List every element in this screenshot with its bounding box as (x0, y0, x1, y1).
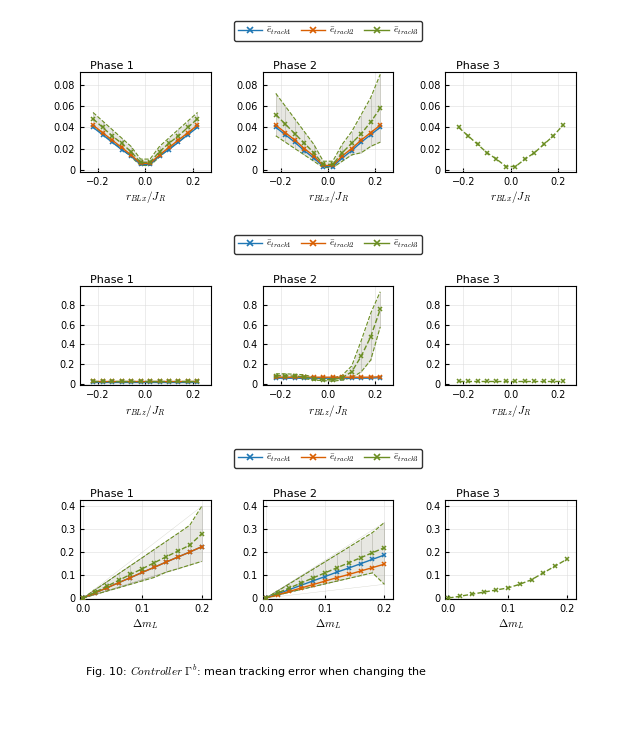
X-axis label: $r_{BLz}/J_R$: $r_{BLz}/J_R$ (125, 403, 165, 419)
X-axis label: $\Delta m_L$: $\Delta m_L$ (315, 617, 341, 630)
Text: Phase 1: Phase 1 (90, 62, 134, 71)
Text: Phase 1: Phase 1 (90, 275, 134, 285)
X-axis label: $r_{BLx}/J_R$: $r_{BLx}/J_R$ (308, 189, 348, 205)
X-axis label: $r_{BLz}/J_R$: $r_{BLz}/J_R$ (491, 403, 531, 419)
Text: Phase 3: Phase 3 (456, 489, 500, 499)
Text: Phase 3: Phase 3 (456, 62, 500, 71)
X-axis label: $r_{BLz}/J_R$: $r_{BLz}/J_R$ (308, 403, 348, 419)
X-axis label: $\Delta m_L$: $\Delta m_L$ (132, 617, 158, 630)
Legend: $\bar{e}_{track1}$, $\bar{e}_{track2}$, $\bar{e}_{track3}$: $\bar{e}_{track1}$, $\bar{e}_{track2}$, … (234, 235, 422, 254)
X-axis label: $\Delta m_L$: $\Delta m_L$ (498, 617, 524, 630)
Text: Phase 2: Phase 2 (273, 489, 317, 499)
Text: Phase 2: Phase 2 (273, 62, 317, 71)
Text: Fig. 10: $\mathit{Controller}$ $\Gamma^b$: mean tracking error when changing the: Fig. 10: $\mathit{Controller}$ $\Gamma^b… (85, 664, 427, 680)
Legend: $\bar{e}_{track1}$, $\bar{e}_{track2}$, $\bar{e}_{track3}$: $\bar{e}_{track1}$, $\bar{e}_{track2}$, … (234, 449, 422, 468)
Legend: $\bar{e}_{track1}$, $\bar{e}_{track2}$, $\bar{e}_{track3}$: $\bar{e}_{track1}$, $\bar{e}_{track2}$, … (234, 21, 422, 40)
X-axis label: $r_{BLx}/J_R$: $r_{BLx}/J_R$ (125, 189, 166, 205)
Text: Phase 1: Phase 1 (90, 489, 134, 499)
X-axis label: $r_{BLx}/J_R$: $r_{BLx}/J_R$ (490, 189, 531, 205)
Text: Phase 2: Phase 2 (273, 275, 317, 285)
Text: Phase 3: Phase 3 (456, 275, 500, 285)
